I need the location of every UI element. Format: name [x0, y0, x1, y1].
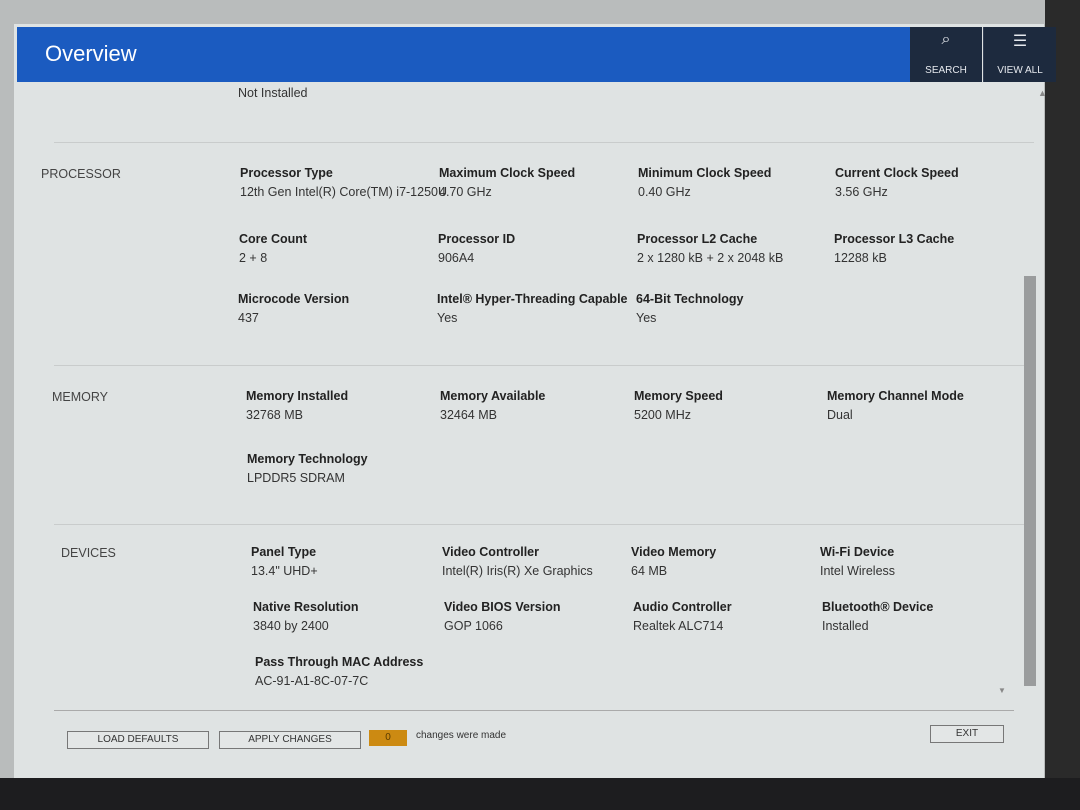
field-label: Processor ID — [438, 232, 516, 246]
field-value: Dual — [827, 408, 853, 422]
field-label: Processor L2 Cache — [637, 232, 758, 246]
field-label: Processor L3 Cache — [834, 232, 955, 246]
field-value: 32464 MB — [440, 408, 497, 422]
scroll-down-arrow[interactable]: ▼ — [998, 686, 1006, 695]
header-bar: Overview — [17, 27, 910, 82]
field-value: Installed — [822, 619, 869, 633]
field-value: 3840 by 2400 — [253, 619, 329, 633]
field-value: 3.56 GHz — [835, 185, 888, 199]
field-value: 0.40 GHz — [638, 185, 691, 199]
field-value: 906A4 — [438, 251, 475, 265]
field-label: Microcode Version — [238, 292, 350, 306]
field-label: Video BIOS Version — [444, 600, 561, 614]
section-divider — [54, 365, 1034, 366]
field-value: Yes — [636, 311, 657, 325]
changes-text: changes were made — [416, 730, 507, 741]
field-label: Maximum Clock Speed — [439, 166, 576, 180]
section-title-memory: MEMORY — [52, 390, 109, 404]
footer-divider — [54, 710, 1014, 711]
top-value: Not Installed — [238, 86, 308, 100]
field-value: 32768 MB — [246, 408, 303, 422]
field-label: Memory Channel Mode — [827, 389, 964, 403]
field-value: 5200 MHz — [634, 408, 691, 422]
monitor-bezel — [1045, 0, 1080, 810]
view-all-button[interactable]: ☰ VIEW ALL — [983, 27, 1056, 82]
search-label: SEARCH — [925, 65, 967, 76]
field-value: 2 + 8 — [239, 251, 268, 265]
field-value: 12th Gen Intel(R) Core(TM) i7-1250U — [240, 185, 448, 199]
field-label: Memory Technology — [247, 452, 368, 466]
section-divider — [54, 524, 1034, 525]
scrollbar-thumb[interactable] — [1024, 276, 1036, 686]
field-label: Bluetooth® Device — [822, 600, 934, 614]
changes-count-badge: 0 — [369, 730, 407, 746]
field-label: Memory Installed — [246, 389, 349, 403]
field-label: Current Clock Speed — [835, 166, 959, 180]
section-title-devices: DEVICES — [61, 546, 116, 560]
field-value: Realtek ALC714 — [633, 619, 724, 633]
search-icon: ⌕ — [941, 31, 951, 48]
scroll-up-arrow[interactable]: ▲ — [1038, 88, 1047, 98]
field-label: Processor Type — [240, 166, 333, 180]
tree-view-icon: ☰ — [1012, 33, 1028, 50]
field-label: Native Resolution — [253, 600, 359, 614]
field-label: Video Controller — [442, 545, 540, 559]
field-value: 437 — [238, 311, 259, 325]
field-label: Memory Speed — [634, 389, 723, 403]
bios-screen: Overview ⌕ SEARCH ☰ VIEW ALL Not Install… — [14, 24, 1056, 780]
field-value: 2 x 1280 kB + 2 x 2048 kB — [637, 251, 784, 265]
field-label: 64-Bit Technology — [636, 292, 744, 306]
field-value: AC-91-A1-8C-07-7C — [255, 674, 369, 688]
load-defaults-button[interactable]: LOAD DEFAULTS — [67, 731, 209, 749]
field-label: Intel® Hyper-Threading Capable — [437, 292, 628, 306]
view-all-label: VIEW ALL — [997, 65, 1043, 76]
field-value: 12288 kB — [834, 251, 887, 265]
field-value: GOP 1066 — [444, 619, 503, 633]
field-value: Yes — [437, 311, 458, 325]
field-value: 13.4" UHD+ — [251, 564, 318, 578]
field-value: 64 MB — [631, 564, 668, 578]
field-value: Intel(R) Iris(R) Xe Graphics — [442, 564, 593, 578]
field-label: Video Memory — [631, 545, 717, 559]
field-value: 4.70 GHz — [439, 185, 492, 199]
field-label: Minimum Clock Speed — [638, 166, 772, 180]
field-label: Panel Type — [251, 545, 317, 559]
exit-button[interactable]: EXIT — [930, 725, 1004, 743]
field-value: Intel Wireless — [820, 564, 896, 578]
field-value: LPDDR5 SDRAM — [247, 471, 345, 485]
field-label: Memory Available — [440, 389, 546, 403]
field-label: Pass Through MAC Address — [255, 655, 424, 669]
field-label: Wi-Fi Device — [820, 545, 895, 559]
field-label: Audio Controller — [633, 600, 732, 614]
page-title: Overview — [45, 41, 137, 66]
field-label: Core Count — [239, 232, 308, 246]
search-button[interactable]: ⌕ SEARCH — [910, 27, 982, 82]
section-divider — [54, 142, 1034, 143]
apply-changes-button[interactable]: APPLY CHANGES — [219, 731, 361, 749]
monitor-bezel-bottom — [0, 778, 1080, 810]
section-title-processor: PROCESSOR — [41, 167, 121, 181]
